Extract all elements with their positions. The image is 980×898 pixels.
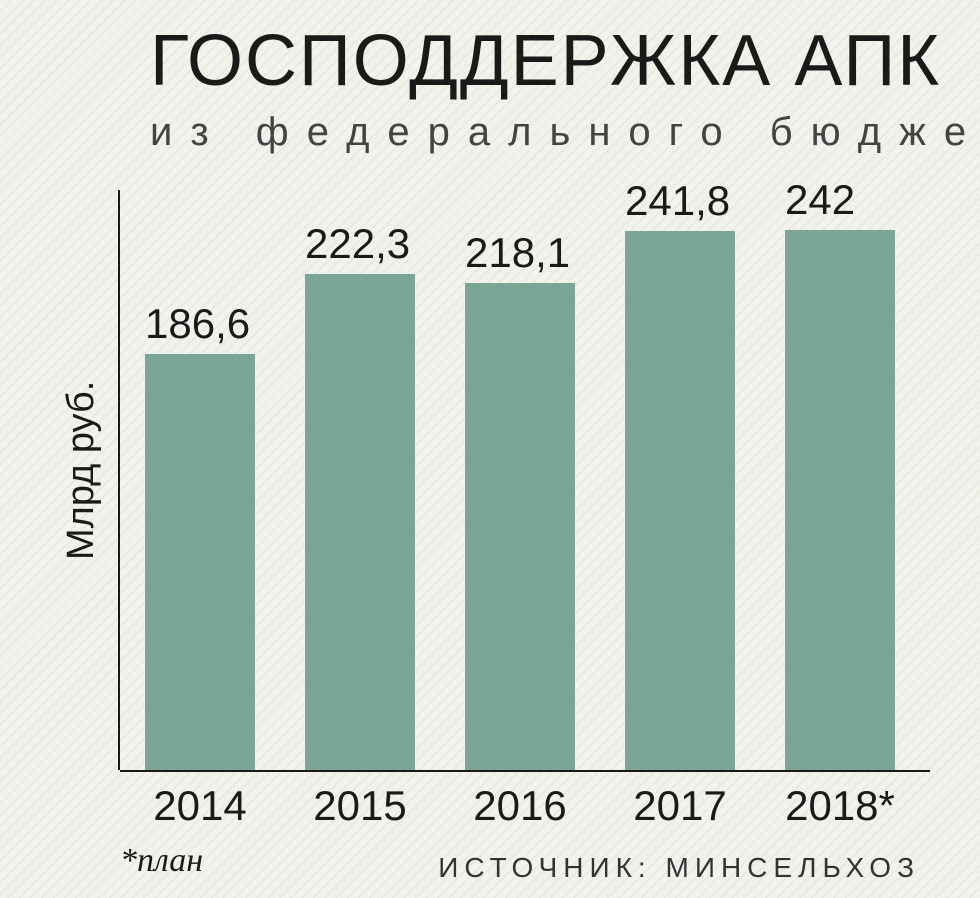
footnote-plan: *план xyxy=(120,842,203,880)
x-axis-labels: 2014 2015 2016 2017 2018* xyxy=(120,782,920,830)
bar-value-label: 218,1 xyxy=(465,229,570,277)
bar-group: 242 xyxy=(785,176,895,770)
bar xyxy=(625,231,735,770)
bar-value-label: 242 xyxy=(785,176,855,224)
x-axis-label: 2018* xyxy=(785,782,895,830)
y-axis-label: Млрд руб. xyxy=(60,381,103,560)
x-axis-label: 2014 xyxy=(145,782,255,830)
chart-subtitle: из федерального бюджета xyxy=(150,110,980,155)
bar-group: 186,6 xyxy=(145,300,255,770)
bar xyxy=(465,283,575,770)
bar xyxy=(785,230,895,770)
bar xyxy=(305,274,415,770)
x-axis-label: 2017 xyxy=(625,782,735,830)
chart-canvas: ГОСПОДДЕРЖКА АПК из федерального бюджета… xyxy=(0,0,980,898)
y-axis-line xyxy=(118,190,120,770)
bar-group: 218,1 xyxy=(465,229,575,770)
x-axis-label: 2015 xyxy=(305,782,415,830)
chart-title: ГОСПОДДЕРЖКА АПК xyxy=(150,20,941,102)
bars-container: 186,6222,3218,1241,8242 xyxy=(120,190,920,770)
bar xyxy=(145,354,255,770)
source-label: ИСТОЧНИК: xyxy=(438,852,652,883)
bar-group: 241,8 xyxy=(625,177,735,770)
x-axis-label: 2016 xyxy=(465,782,575,830)
bar-value-label: 222,3 xyxy=(305,220,410,268)
bar-value-label: 186,6 xyxy=(145,300,250,348)
chart-plot-area: 186,6222,3218,1241,8242 xyxy=(120,190,920,770)
chart-source: ИСТОЧНИК: МИНСЕЛЬХОЗ xyxy=(438,852,920,884)
bar-value-label: 241,8 xyxy=(625,177,730,225)
source-value: МИНСЕЛЬХОЗ xyxy=(666,852,921,883)
bar-group: 222,3 xyxy=(305,220,415,770)
x-axis-line xyxy=(120,770,930,772)
